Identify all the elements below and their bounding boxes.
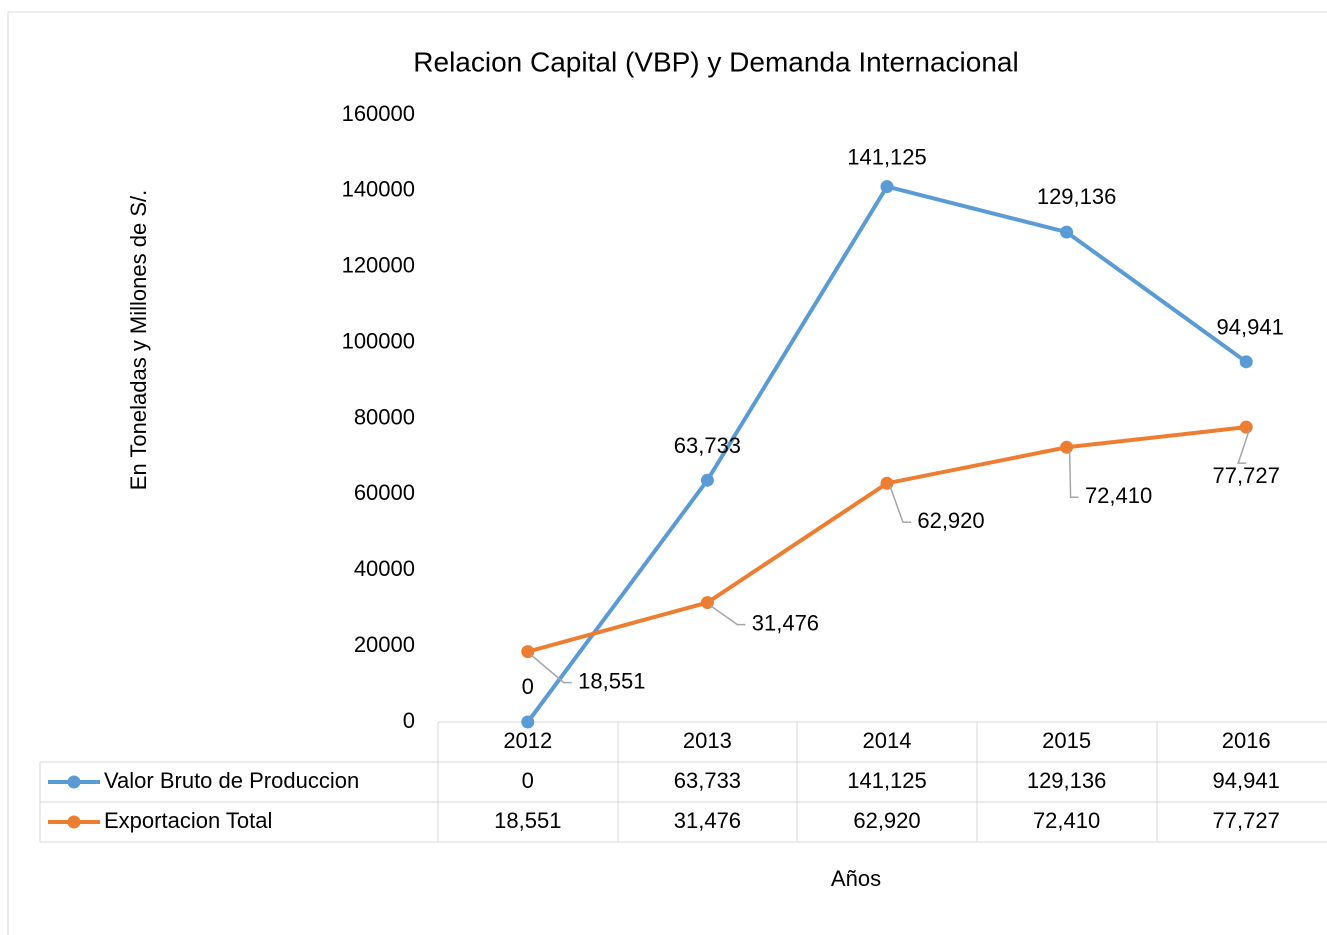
data-label: 62,920 — [917, 508, 984, 533]
table-cell: 63,733 — [674, 768, 741, 793]
table-header: 2013 — [683, 728, 732, 753]
point — [521, 715, 535, 729]
table-cell: 72,410 — [1033, 808, 1100, 833]
y-axis-title: En Toneladas y Millones de S/. — [126, 190, 151, 490]
data-label: 141,125 — [847, 144, 927, 169]
table-cell: 18,551 — [494, 808, 561, 833]
table-cell: 0 — [522, 768, 534, 793]
legend-marker — [67, 775, 81, 789]
y-tick-label: 160000 — [342, 101, 415, 126]
data-label: 77,727 — [1213, 463, 1280, 488]
data-label: 94,941 — [1217, 315, 1284, 340]
y-tick-label: 100000 — [342, 328, 415, 353]
table-header: 2016 — [1222, 728, 1271, 753]
y-tick-label: 140000 — [342, 177, 415, 202]
chart-frame — [7, 11, 1327, 935]
legend-marker — [67, 815, 81, 829]
point — [1239, 420, 1253, 434]
y-tick-label: 0 — [403, 708, 415, 733]
data-label: 129,136 — [1037, 184, 1117, 209]
table-cell: 141,125 — [847, 768, 927, 793]
y-tick-label: 120000 — [342, 253, 415, 278]
table-header: 2015 — [1042, 728, 1091, 753]
table-cell: 62,920 — [853, 808, 920, 833]
point — [1060, 440, 1074, 454]
point — [880, 180, 894, 194]
y-tick-label: 20000 — [354, 632, 415, 657]
table-header: 2014 — [863, 728, 912, 753]
legend-label: Valor Bruto de Produccion — [104, 768, 359, 793]
table-cell: 94,941 — [1213, 768, 1280, 793]
table-header: 2012 — [503, 728, 552, 753]
y-tick-label: 40000 — [354, 556, 415, 581]
legend-label: Exportacion Total — [104, 808, 272, 833]
chart-title: Relacion Capital (VBP) y Demanda Interna… — [413, 46, 1018, 77]
data-label: 18,551 — [578, 668, 645, 693]
leader-line — [1068, 450, 1079, 499]
table-cell: 31,476 — [674, 808, 741, 833]
data-label: 0 — [522, 674, 534, 699]
leader-line — [530, 654, 572, 684]
data-label: 31,476 — [752, 610, 819, 635]
point — [1060, 225, 1074, 239]
point — [880, 476, 894, 490]
y-tick-label: 60000 — [354, 480, 415, 505]
leader-line — [709, 604, 746, 626]
y-tick-label: 80000 — [354, 404, 415, 429]
table-cell: 129,136 — [1027, 768, 1107, 793]
point — [700, 473, 714, 487]
table-cell: 77,727 — [1213, 808, 1280, 833]
leader-line — [889, 486, 911, 524]
x-axis-title: Años — [831, 866, 881, 891]
data-label: 63,733 — [674, 433, 741, 458]
leader-line — [1237, 429, 1250, 464]
data-table — [39, 721, 1327, 843]
point — [1239, 355, 1253, 369]
data-label: 72,410 — [1085, 483, 1152, 508]
